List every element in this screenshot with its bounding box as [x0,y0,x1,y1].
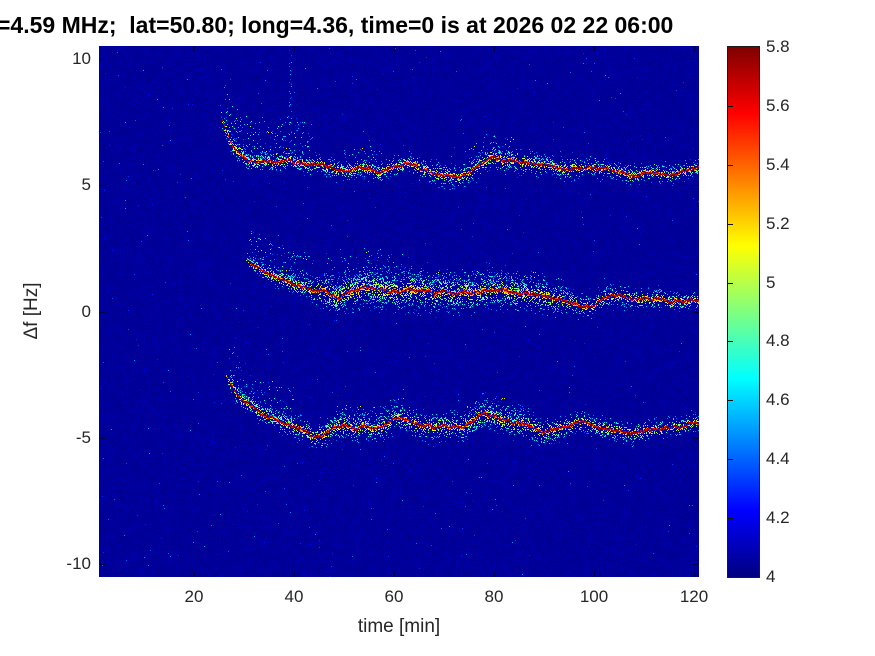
colorbar-tick-label: 4.8 [766,331,790,351]
y-tick-label: 0 [81,301,91,321]
spectrogram-plot [99,46,699,577]
x-tick-label: 60 [384,587,404,606]
x-tick-label: 20 [184,587,204,606]
x-axis-label: time [min] [357,616,441,637]
colorbar-tick-label: 5.6 [766,95,790,115]
colorbar-tick-label: 4.6 [766,390,790,410]
y-tick-label: -10 [66,554,91,574]
y-tick-label: -5 [75,427,91,447]
y-tick-label: 5 [81,175,91,195]
y-tick-label: 10 [72,48,91,68]
chart-title: =4.59 MHz; lat=50.80; long=4.36, time=0 … [0,12,674,38]
x-tick-label: 120 [679,587,709,606]
colorbar [727,46,760,578]
colorbar-tick-label: 5.4 [766,154,790,174]
x-tick-label: 100 [579,587,609,606]
colorbar-tick-label: 5.8 [766,37,790,56]
colorbar-tick-label: 4 [766,567,776,586]
colorbar-tick-label: 5.2 [766,213,790,233]
colorbar-tick-label: 4.2 [766,508,790,528]
x-tick-label: 80 [484,587,504,606]
colorbar-tick-label: 4.4 [766,449,790,469]
colorbar-tick-label: 5 [766,272,776,292]
x-tick-label: 40 [284,587,304,606]
